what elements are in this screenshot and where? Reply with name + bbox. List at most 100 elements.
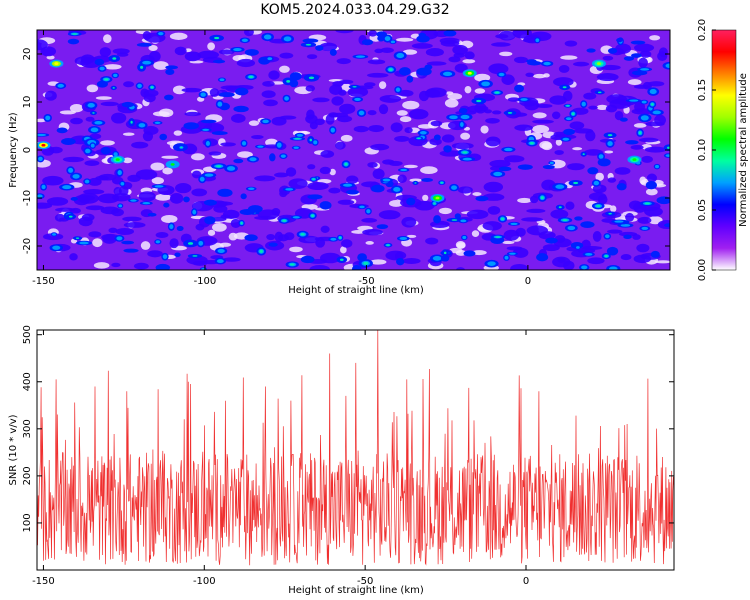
heatmap-blob <box>329 84 343 95</box>
heatmap-blob-core <box>285 188 294 191</box>
heatmap-blob <box>195 223 205 231</box>
snr-y-tick-label-3: 400 <box>22 372 33 391</box>
heatmap-blob <box>517 164 533 170</box>
heatmap-x-axis: -150 -100 -50 0 <box>32 30 531 287</box>
heatmap-blob <box>208 151 222 156</box>
heatmap-blob-core <box>142 60 152 65</box>
colorbar-tick-label-4: 0.20 <box>697 19 708 41</box>
heatmap-blob <box>306 109 315 120</box>
heatmap-gap <box>460 132 471 140</box>
heatmap-blob <box>514 56 528 64</box>
heatmap-blob <box>346 175 359 184</box>
heatmap-blob <box>482 221 502 231</box>
heatmap-gap <box>207 42 215 51</box>
heatmap-blob <box>587 257 605 265</box>
heatmap-x-tick-label-1: -100 <box>194 276 217 287</box>
heatmap-blob <box>230 218 241 229</box>
heatmap-blob <box>574 216 583 221</box>
heatmap-blob <box>288 178 308 189</box>
heatmap-blob-peak <box>495 236 501 238</box>
heatmap-blob-core <box>393 187 401 192</box>
heatmap-blob <box>538 231 556 240</box>
heatmap-blob <box>305 85 316 92</box>
heatmap-blob <box>147 250 163 258</box>
heatmap-blob <box>586 48 596 53</box>
heatmap-blob-core <box>155 240 161 244</box>
heatmap-blob <box>346 189 359 195</box>
heatmap-blob <box>573 61 590 67</box>
heatmap-blob-peak <box>104 78 109 81</box>
heatmap-blob <box>191 170 202 179</box>
heatmap-blob <box>235 87 249 96</box>
heatmap-blob <box>284 232 295 241</box>
heatmap-blob-core <box>120 181 125 186</box>
heatmap-gap <box>151 177 164 185</box>
heatmap-blob <box>135 169 158 180</box>
heatmap-blob-peak <box>566 105 570 107</box>
heatmap-blob <box>541 179 556 191</box>
heatmap-gap <box>541 142 553 151</box>
heatmap-gap <box>389 199 404 207</box>
heatmap-blob <box>514 84 524 93</box>
heatmap-hotspot-peak-4 <box>596 62 601 65</box>
heatmap-gap <box>100 140 115 146</box>
heatmap-blob <box>404 127 413 134</box>
heatmap-blob <box>588 105 598 110</box>
heatmap-gap <box>474 73 491 82</box>
heatmap-blob <box>268 242 278 247</box>
heatmap-blob <box>94 58 105 66</box>
heatmap-blob-peak <box>529 142 534 145</box>
heatmap-blob <box>191 188 208 197</box>
heatmap-gap <box>444 98 459 108</box>
colorbar-tick-label-2: 0.10 <box>697 139 708 161</box>
heatmap-blob <box>70 117 83 125</box>
snr-x-tick-label-3: 0 <box>523 576 529 587</box>
heatmap-blob-core <box>198 240 204 246</box>
heatmap-blob <box>402 257 421 264</box>
heatmap-blob-peak <box>443 251 447 255</box>
heatmap-blob-core <box>649 89 657 95</box>
heatmap-blob <box>192 260 208 266</box>
heatmap-gap <box>633 123 647 128</box>
heatmap-blob <box>279 115 297 120</box>
heatmap-gap <box>162 167 173 175</box>
heatmap-gap <box>207 229 216 236</box>
heatmap-blob <box>319 252 341 264</box>
heatmap-blob <box>562 90 573 102</box>
heatmap-blob-peak <box>562 219 568 222</box>
heatmap-blob <box>524 100 540 111</box>
heatmap-blob-core <box>204 173 214 177</box>
heatmap-gap <box>301 130 309 135</box>
heatmap-blob-core <box>90 127 99 133</box>
heatmap-blob <box>181 87 202 93</box>
heatmap-blob <box>380 47 394 53</box>
heatmap-blob <box>588 192 607 201</box>
heatmap-blob <box>112 48 130 55</box>
heatmap-blob <box>553 77 574 87</box>
heatmap-blob <box>498 166 512 172</box>
heatmap-blob <box>491 42 511 47</box>
heatmap-blob-peak <box>140 65 144 69</box>
heatmap-blob-core <box>241 38 248 42</box>
heatmap-blob-core <box>419 131 427 135</box>
heatmap-blob <box>419 90 429 102</box>
heatmap-blob <box>136 42 152 47</box>
heatmap-gap <box>248 120 260 126</box>
heatmap-blob <box>507 97 521 102</box>
heatmap-blob-core <box>481 81 490 87</box>
heatmap-blob <box>418 32 426 37</box>
heatmap-blob <box>70 207 81 214</box>
heatmap-blob <box>657 51 668 61</box>
heatmap-blob-peak <box>180 146 183 149</box>
heatmap-blob-core <box>85 148 91 154</box>
snr-x-tick-label-0: -150 <box>32 576 55 587</box>
heatmap-blob-peak <box>311 214 315 218</box>
heatmap-blob <box>169 192 184 204</box>
heatmap-gap <box>647 216 663 225</box>
heatmap-blob <box>88 231 102 238</box>
heatmap-gap <box>402 100 420 110</box>
heatmap-blob <box>325 113 335 125</box>
colorbar-tick-label-0: 0.00 <box>697 259 708 281</box>
heatmap-blob <box>266 234 276 241</box>
